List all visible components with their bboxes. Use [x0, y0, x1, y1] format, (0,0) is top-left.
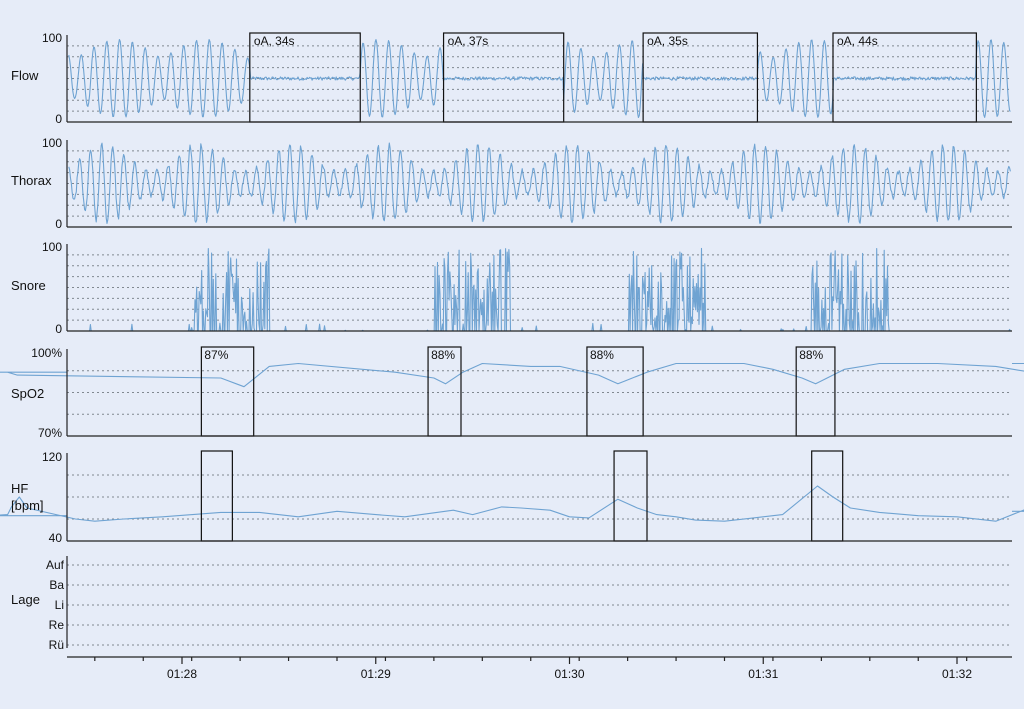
lage-category-label: Auf — [46, 558, 65, 572]
flow-event-label: oA, 35s — [647, 34, 688, 48]
hf-label: HF — [11, 481, 28, 496]
hf-ytick-bottom: 40 — [49, 531, 63, 545]
flow-ytick-bottom: 0 — [55, 112, 62, 126]
time-axis-tick-label: 01:29 — [361, 667, 391, 681]
snore-ytick-top: 100 — [42, 240, 62, 254]
snore-label: Snore — [11, 278, 46, 293]
lage-label: Lage — [11, 592, 40, 607]
traces-layer — [0, 38, 1024, 522]
flow-ytick-top: 100 — [42, 31, 62, 45]
hf-event-box — [200, 450, 233, 542]
flow-event-label: oA, 37s — [448, 34, 489, 48]
hf-trace — [0, 485, 1024, 522]
time-axis-tick-label: 01:31 — [748, 667, 778, 681]
spo2-event-label: 88% — [590, 348, 614, 362]
thorax-ytick-top: 100 — [42, 136, 62, 150]
time-axis-tick-label: 01:32 — [942, 667, 972, 681]
lage-category-label: Rü — [49, 638, 64, 652]
spo2-event-label: 87% — [204, 348, 228, 362]
flow-label: Flow — [11, 68, 39, 83]
spo2-ytick-top: 100% — [31, 346, 62, 360]
spo2-event-label: 88% — [431, 348, 455, 362]
hf-event-box — [811, 450, 844, 542]
flow-event-label: oA, 44s — [837, 34, 878, 48]
thorax-trace — [68, 142, 1011, 224]
time-axis-tick-label: 01:28 — [167, 667, 197, 681]
thorax-ytick-bottom: 0 — [55, 217, 62, 231]
snore-ytick-bottom: 0 — [55, 322, 62, 336]
spo2-trace — [0, 362, 1024, 388]
flow-event-label: oA, 34s — [254, 34, 295, 48]
time-axis-tick-label: 01:30 — [554, 667, 584, 681]
axes-layer — [66, 35, 1012, 664]
hf-ytick-top: 120 — [42, 450, 62, 464]
lage-category-label: Li — [55, 598, 64, 612]
lage-category-label: Ba — [49, 578, 64, 592]
hf-unit-label: [bpm] — [11, 498, 44, 513]
snore-trace — [68, 247, 1011, 332]
lage-category-label: Re — [49, 618, 65, 632]
thorax-label: Thorax — [11, 173, 52, 188]
spo2-label: SpO2 — [11, 386, 44, 401]
flow-trace — [68, 38, 1011, 119]
spo2-ytick-bottom: 70% — [38, 426, 62, 440]
grid-layer — [67, 45, 1012, 646]
spo2-event-label: 88% — [799, 348, 823, 362]
hf-event-box — [613, 450, 648, 542]
